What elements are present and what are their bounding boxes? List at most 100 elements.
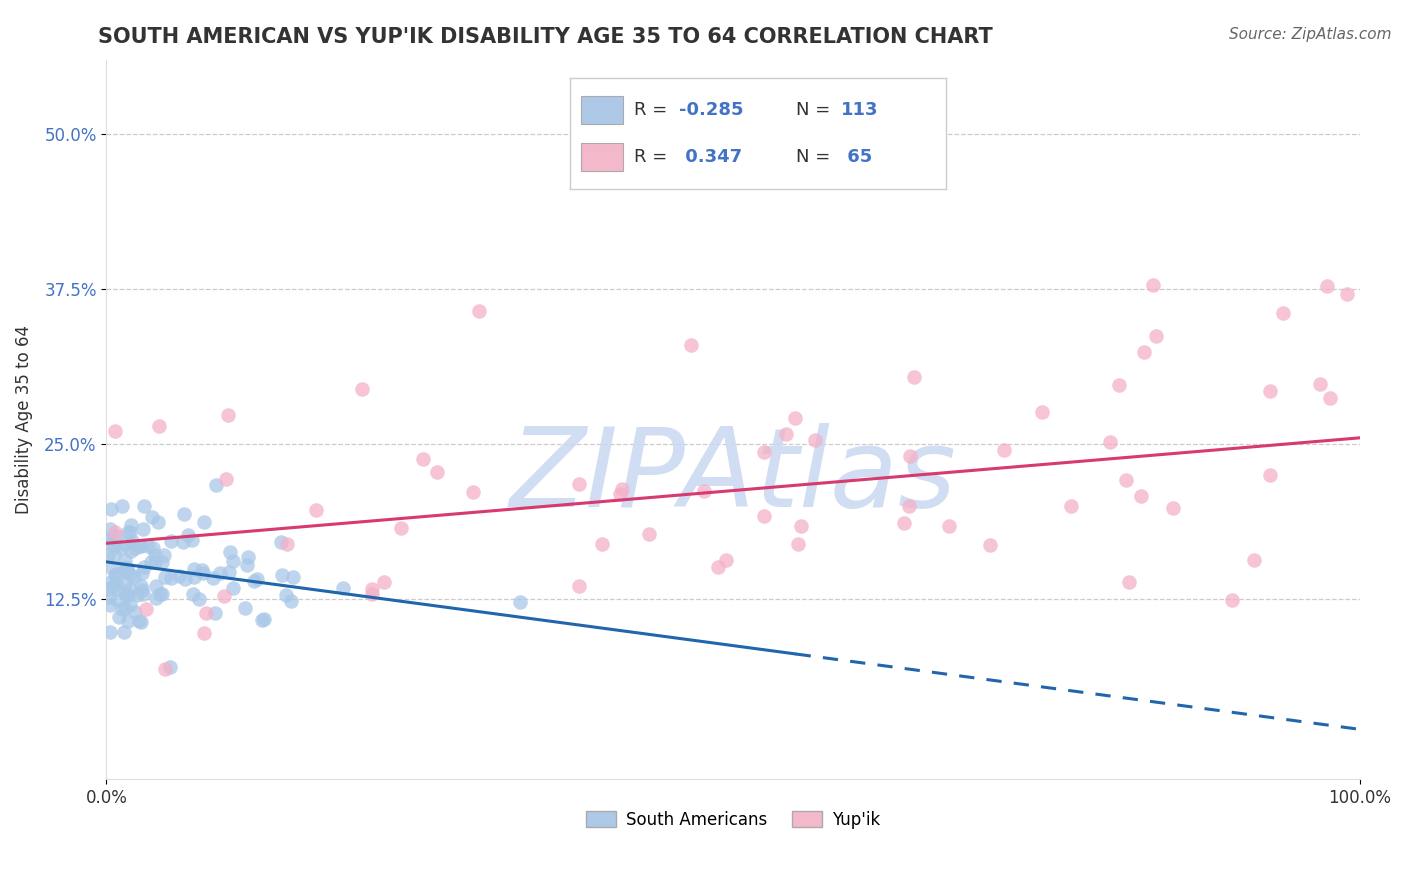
Legend: South Americans, Yup'ik: South Americans, Yup'ik [579, 804, 887, 835]
Point [242, 574, 264, 588]
Point [1098, 434, 1121, 449]
Point [1243, 553, 1265, 567]
Point [104, 567, 127, 582]
Point [107, 582, 129, 597]
Point [707, 560, 730, 574]
Point [568, 579, 591, 593]
Point [112, 625, 135, 640]
Point [98, 531, 121, 545]
Point [132, 522, 155, 536]
Point [97, 548, 120, 562]
Point [217, 408, 239, 422]
Point [120, 517, 142, 532]
Point [117, 614, 139, 628]
Point [253, 613, 276, 627]
Point [1031, 404, 1053, 418]
Point [100, 575, 122, 590]
Point [150, 555, 173, 569]
Point [128, 614, 150, 628]
Point [236, 558, 259, 572]
Point [134, 560, 156, 574]
Point [898, 449, 921, 463]
Point [142, 541, 165, 556]
Point [191, 563, 214, 577]
Point [609, 486, 631, 500]
Point [104, 424, 127, 438]
Point [105, 593, 128, 607]
Point [276, 537, 298, 551]
Point [103, 548, 125, 562]
Point [98, 535, 121, 549]
Point [145, 591, 167, 606]
Point [412, 451, 434, 466]
Point [103, 539, 125, 553]
Point [360, 582, 382, 596]
Point [181, 533, 204, 548]
Point [1133, 344, 1156, 359]
Point [114, 587, 136, 601]
Point [193, 566, 215, 580]
Point [115, 564, 138, 578]
Point [114, 561, 136, 575]
Point [276, 587, 298, 601]
Point [208, 566, 231, 581]
Point [305, 503, 328, 517]
Point [783, 411, 806, 425]
Point [114, 575, 136, 590]
Point [136, 539, 159, 553]
Point [1336, 286, 1358, 301]
Point [194, 607, 217, 621]
Point [204, 607, 226, 621]
Point [128, 539, 150, 553]
Point [461, 484, 484, 499]
Point [509, 595, 531, 609]
Point [218, 565, 240, 579]
Point [1222, 593, 1244, 607]
Point [993, 443, 1015, 458]
Point [118, 599, 141, 613]
Point [104, 576, 127, 591]
Point [938, 518, 960, 533]
Point [1260, 384, 1282, 398]
Point [201, 571, 224, 585]
Point [159, 660, 181, 674]
Point [236, 550, 259, 565]
Point [121, 533, 143, 548]
Point [233, 601, 256, 615]
Point [114, 553, 136, 567]
Point [115, 561, 138, 575]
Point [177, 527, 200, 541]
Point [1129, 489, 1152, 503]
Point [98, 598, 121, 612]
Point [120, 568, 142, 582]
Point [787, 537, 810, 551]
Point [145, 579, 167, 593]
Point [205, 477, 228, 491]
Point [132, 587, 155, 601]
Point [145, 549, 167, 563]
Point [97, 590, 120, 604]
Point [1260, 467, 1282, 482]
Point [139, 555, 162, 569]
Point [111, 602, 134, 616]
Point [117, 588, 139, 602]
Y-axis label: Disability Age 35 to 64: Disability Age 35 to 64 [15, 325, 32, 514]
Point [153, 548, 176, 562]
Point [804, 434, 827, 448]
Point [98, 625, 121, 640]
Point [212, 589, 235, 603]
Point [373, 574, 395, 589]
Point [131, 582, 153, 597]
Point [167, 568, 190, 582]
Point [1118, 574, 1140, 589]
Point [350, 382, 373, 396]
Point [903, 370, 925, 384]
Point [271, 567, 294, 582]
Point [129, 615, 152, 629]
Point [752, 445, 775, 459]
Point [790, 518, 813, 533]
Point [105, 529, 128, 543]
Point [893, 516, 915, 530]
Point [222, 554, 245, 568]
Point [173, 507, 195, 521]
